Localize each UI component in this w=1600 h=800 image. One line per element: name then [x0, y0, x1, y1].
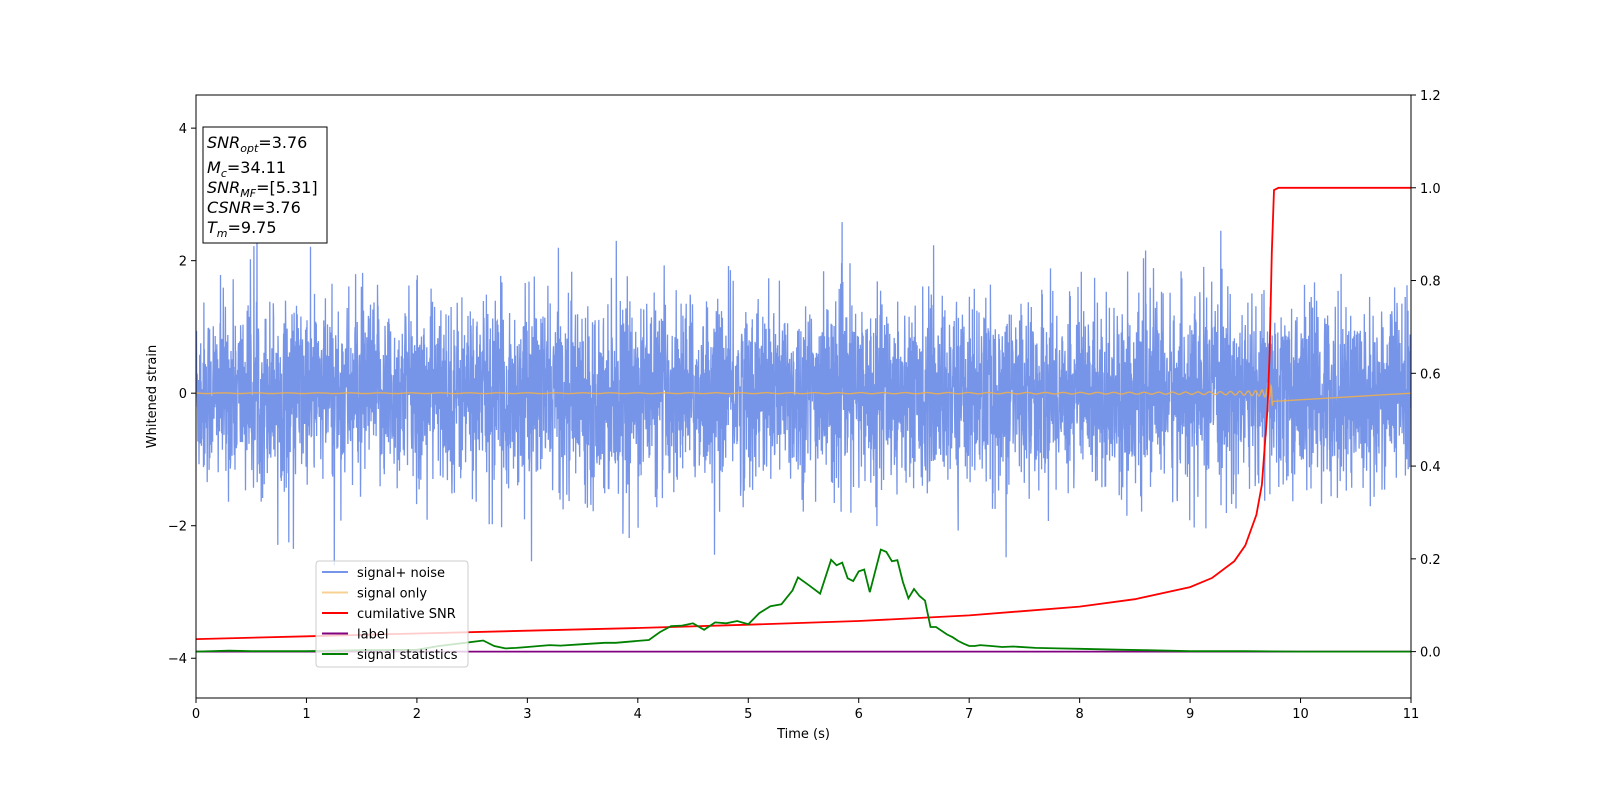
annotation-snr-opt: SNRopt=3.76 [207, 133, 307, 155]
y-tick-label: 2 [179, 255, 187, 270]
x-axis-label: Time (s) [776, 727, 830, 742]
annotation-mc: Mc=34.11 [207, 158, 286, 180]
x-tick-label: 2 [413, 707, 421, 722]
x-tick-label: 5 [744, 707, 752, 722]
legend-label: signal statistics [357, 648, 458, 663]
annotation-snr-mf: SNRMF=[5.31] [207, 178, 318, 200]
legend-label: signal+ noise [357, 566, 445, 581]
y-tick-label: −4 [168, 652, 187, 667]
annotation-symbol: SNR [207, 133, 240, 152]
annotation-subscript: m [217, 227, 228, 240]
legend-box [315, 560, 469, 668]
annotation-value: =3.76 [252, 198, 301, 217]
x-tick-label: 4 [634, 707, 642, 722]
y2-tick-label: 0.2 [1420, 553, 1441, 568]
annotation-value: =9.75 [228, 218, 277, 237]
y2-tick-label: 0.0 [1420, 646, 1441, 661]
y2-tick-label: 0.8 [1420, 275, 1441, 290]
x-tick-label: 9 [1186, 707, 1194, 722]
annotation-subscript: opt [240, 142, 259, 155]
annotation-symbol: CSNR [207, 198, 252, 217]
legend-label: signal only [357, 587, 427, 602]
annotation-frame [202, 126, 328, 244]
annotation-value: =3.76 [258, 133, 307, 152]
x-tick-label: 0 [192, 707, 200, 722]
x-tick-label: 7 [965, 707, 973, 722]
series-cumilative-snr-line [196, 186, 1411, 640]
y2-tick-label: 1.0 [1420, 182, 1441, 197]
annotation-box: SNRopt=3.76Mc=34.11SNRMF=[5.31]CSNR=3.76… [202, 126, 328, 244]
legend-label: cumilative SNR [357, 607, 456, 622]
x-tick-label: 10 [1292, 707, 1309, 722]
annotation-csnr: CSNR=3.76 [207, 198, 301, 217]
x-tick-label: 1 [302, 707, 310, 722]
annotation-tm: Tm=9.75 [207, 218, 277, 240]
annotation-value: =[5.31] [256, 178, 318, 197]
x-tick-label: 11 [1403, 707, 1420, 722]
x-tick-label: 3 [523, 707, 531, 722]
annotation-value: =34.11 [227, 158, 286, 177]
y-tick-label: 0 [179, 387, 187, 402]
annotation-symbol: T [207, 218, 218, 237]
x-tick-label: 8 [1075, 707, 1083, 722]
annotation-symbol: SNR [207, 178, 240, 197]
annotation-subscript: c [221, 167, 227, 180]
y-axis-label: Whitened strain [145, 345, 160, 448]
y2-tick-label: 1.2 [1420, 89, 1441, 104]
annotation-subscript: MF [240, 187, 256, 200]
annotation-symbol: M [207, 158, 221, 177]
y-tick-label: −2 [168, 520, 187, 535]
axes-frame [195, 94, 1412, 699]
series-signal-noise-line [196, 222, 1411, 566]
legend-label: label [357, 628, 388, 643]
x-tick-label: 6 [855, 707, 863, 722]
series-signal-statistics-line [196, 548, 1411, 653]
y2-tick-label: 0.4 [1420, 460, 1441, 475]
legend: signal+ noise signal only cumilative SNR la… [315, 560, 469, 668]
y2-tick-label: 0.6 [1420, 367, 1441, 382]
y-tick-label: 4 [179, 122, 187, 137]
series-signal-only-line [196, 383, 1411, 406]
axes: 0 1 2 3 4 5 6 7 8 9 10 11 −4 −2 0 2 4 0.0 0.2 0.4 0.6 0.8 1.0 1… [145, 89, 1441, 742]
